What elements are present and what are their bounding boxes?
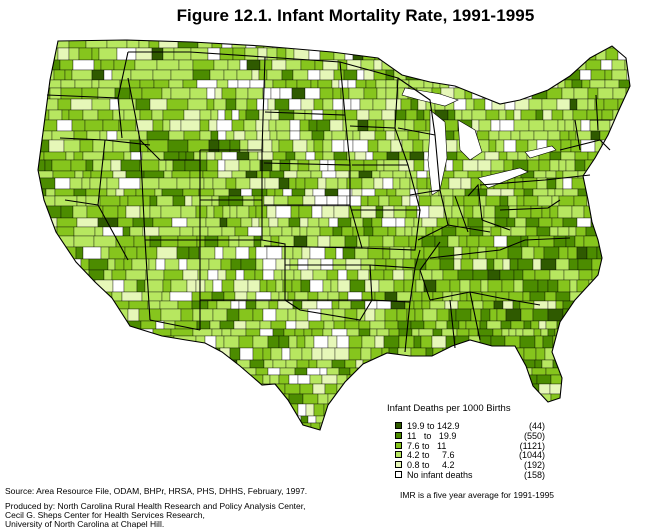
legend-swatch (395, 422, 402, 429)
legend-swatch (395, 451, 402, 459)
legend-count: (158) (523, 470, 545, 480)
legend-item: 7.6 to 11 (1121) (395, 441, 545, 451)
legend-label: 7.6 to 11 (407, 440, 447, 451)
imr-note: IMR is a five year average for 1991-1995 (400, 490, 555, 500)
legend-label: 0.8 to 4.2 (407, 460, 455, 471)
legend-count: (1121) (519, 440, 545, 451)
legend-swatch (395, 431, 402, 439)
legend-count: (44) (528, 421, 545, 431)
produced-by-line-2: Cecil G. Sheps Center for Health Service… (5, 510, 205, 520)
legend-item: No infant deaths (158) (395, 470, 545, 480)
legend-item: 0.8 to 4.2 (192) (395, 460, 545, 470)
legend-count: (1044) (518, 450, 545, 461)
legend-label: 4.2 to 7.6 (407, 450, 455, 461)
produced-by-line-3: University of North Carolina at Chapel H… (5, 519, 165, 529)
map-title: Figure 12.1. Infant Mortality Rate, 1991… (176, 6, 535, 25)
legend-item: 4.2 to 7.6 (1044) (395, 450, 545, 460)
legend-count: (550) (523, 430, 545, 441)
legend-item: 19.9 to 142.9 (44) (395, 421, 545, 431)
legend-label: 19.9 to 142.9 (407, 421, 460, 431)
great-lakes (401, 87, 557, 196)
legend-swatch (395, 471, 402, 478)
source-text: Source: Area Resource File, ODAM, BHPr, … (5, 486, 308, 496)
legend-item: 11 to 19.9 (550) (395, 431, 545, 441)
legend-label: No infant deaths (407, 470, 473, 480)
legend-title: Infant Deaths per 1000 Births (387, 403, 511, 414)
legend-swatch (395, 461, 402, 469)
legend-swatch (395, 441, 402, 449)
legend-count: (192) (523, 460, 545, 471)
produced-by-line-1: Produced by: North Carolina Rural Health… (5, 501, 306, 511)
state-boundaries (37, 39, 631, 431)
legend-label: 11 to 19.9 (407, 430, 457, 441)
